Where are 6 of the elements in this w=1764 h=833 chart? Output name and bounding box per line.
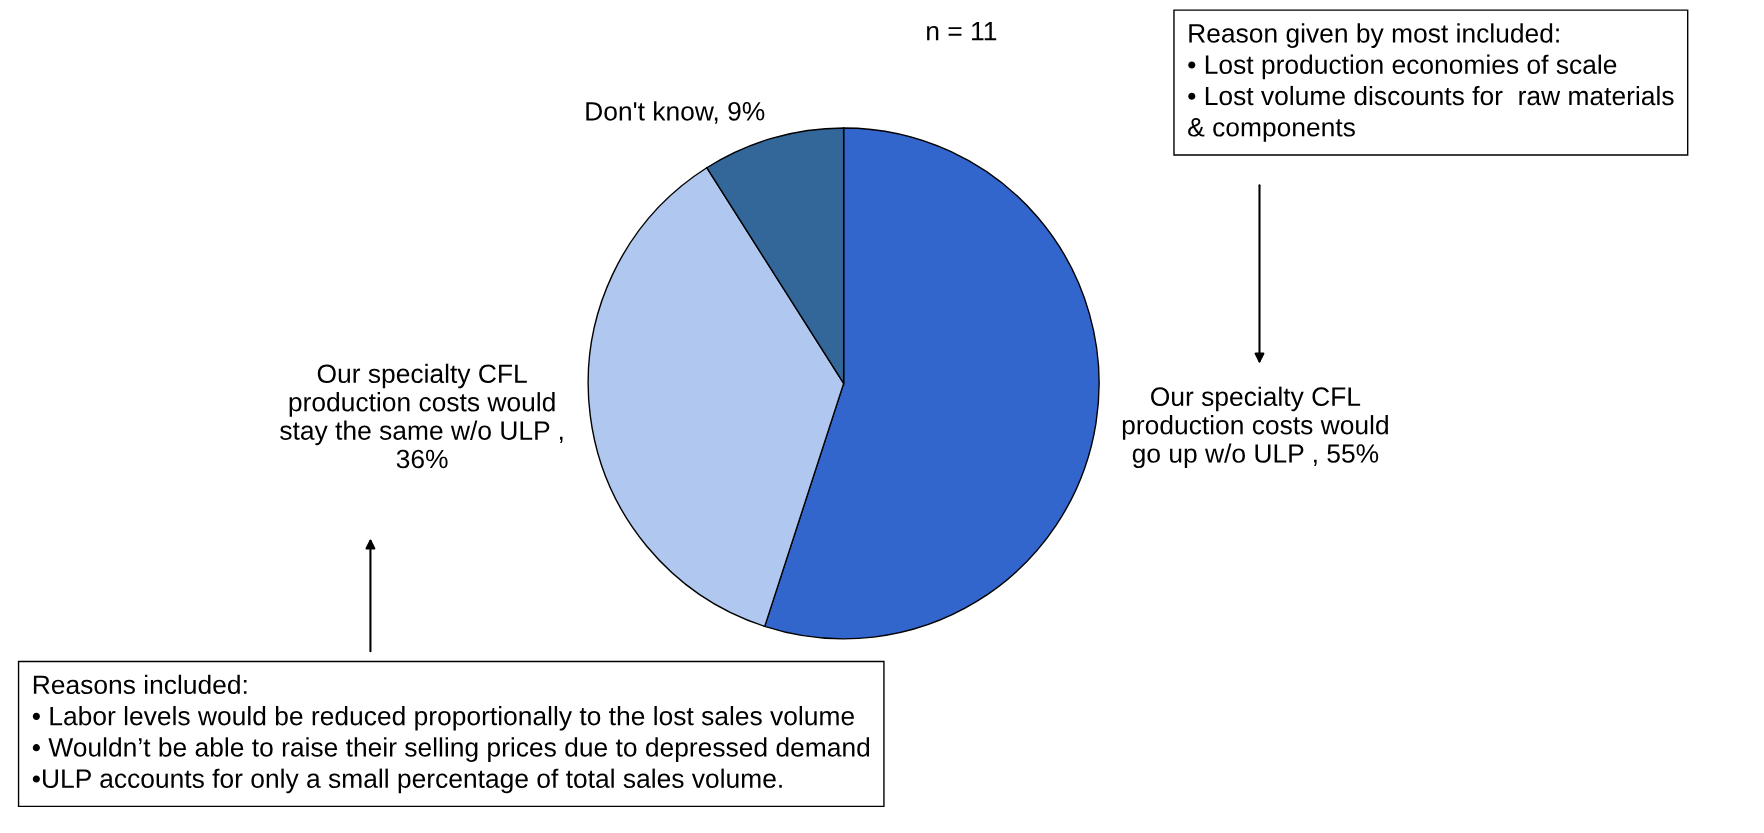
text: Reasons included: • Labor levels would be reduced proportionally to the lost sales volume • Wouldn’t be able to raise their selling prices due to depressed demand •ULP accounts for only a small percentage of total sales volume. (32, 674, 870, 794)
slice-label: Our specialty CFL production costs would stay the same w/o ULP , 36% (280, 363, 563, 469)
text: n = 11 (927, 21, 997, 41)
text: Reason given by most included: • Lost production economies of scale • Lost volume discounts for raw materials & components (1188, 23, 1674, 142)
slice-label: Don't know, 9% (586, 101, 765, 124)
slice-label: Our specialty CFL production costs would go up w/o ULP , 55% (1122, 386, 1388, 469)
